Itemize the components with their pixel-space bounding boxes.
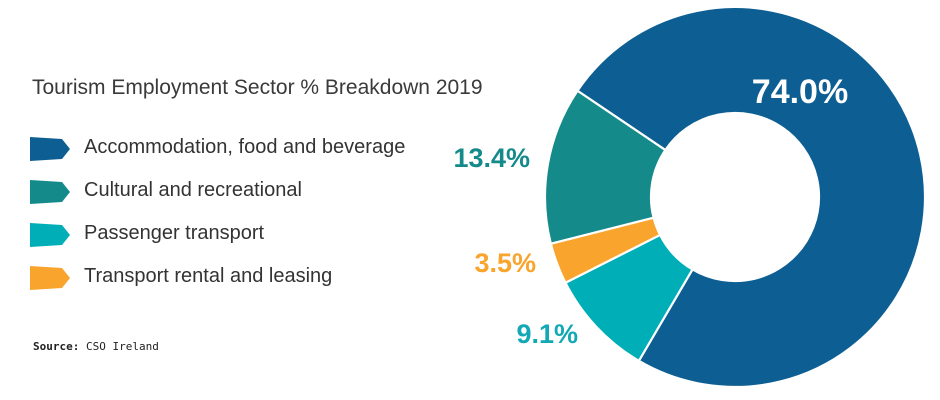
donut-slice-cultural (543, 89, 667, 245)
data-label-cultural: 13.4% (453, 143, 530, 173)
data-label-rental: 3.5% (474, 248, 536, 278)
legend-label-passenger: Passenger transport (84, 222, 265, 244)
data-label-accommodation: 74.0% (752, 73, 848, 111)
source-value: CSO Ireland (85, 340, 159, 353)
donut-slice-accommodation (576, 5, 927, 389)
legend-label-cultural: Cultural and recreational (84, 179, 302, 201)
legend-item-passenger: Passenger transport (30, 220, 430, 250)
source-note: Source: CSO Ireland (33, 340, 159, 353)
legend-swatch-rental (30, 266, 70, 290)
legend-label-rental: Transport rental and leasing (84, 265, 333, 287)
data-label-passenger: 9.1% (516, 319, 578, 349)
legend-swatch-accommodation (30, 137, 70, 161)
source-key: Source: (33, 340, 80, 353)
legend-label-accommodation: Accommodation, food and beverage (84, 136, 406, 158)
chart-title: Tourism Employment Sector % Breakdown 20… (32, 76, 483, 99)
legend-item-rental: Transport rental and leasing (30, 263, 430, 293)
legend-item-accommodation: Accommodation, food and beverage (30, 134, 430, 164)
legend-item-cultural: Cultural and recreational (30, 177, 430, 207)
legend-swatch-cultural (30, 180, 70, 204)
legend-swatch-passenger (30, 223, 70, 247)
